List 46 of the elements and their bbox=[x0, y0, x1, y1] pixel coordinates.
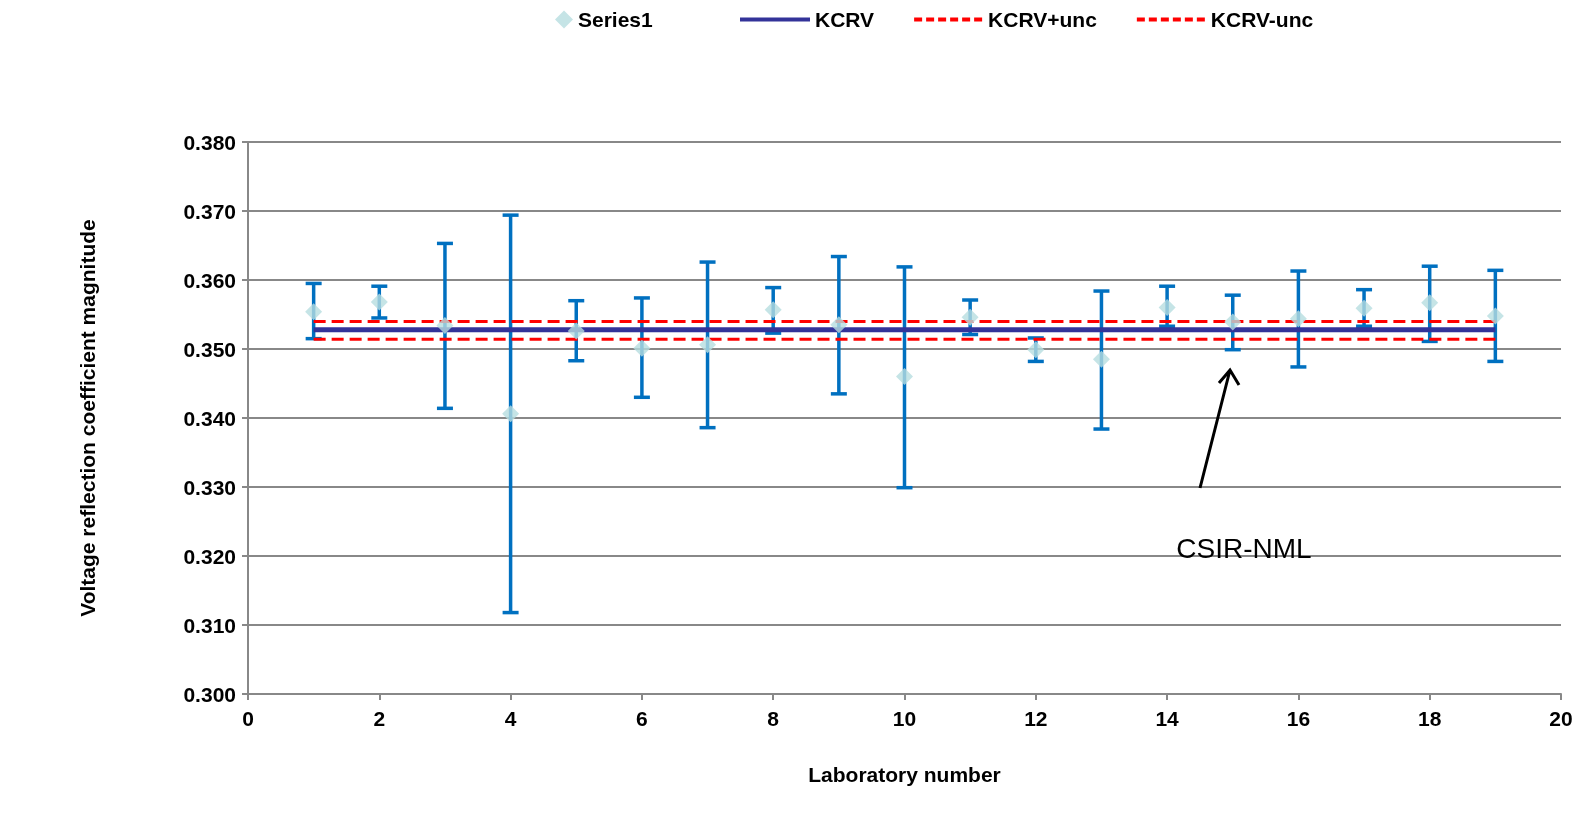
legend-label: KCRV-unc bbox=[1210, 8, 1314, 31]
x-tick-label: 10 bbox=[892, 707, 917, 730]
x-tick-label: 14 bbox=[1155, 707, 1180, 730]
point bbox=[830, 316, 848, 334]
point bbox=[305, 303, 323, 321]
y-tick-label: 0.350 bbox=[183, 337, 236, 361]
point bbox=[1224, 313, 1242, 331]
point bbox=[1421, 294, 1439, 312]
y-tick-label: 0.330 bbox=[183, 475, 236, 499]
x-tick-label: 12 bbox=[1024, 707, 1048, 730]
point bbox=[370, 293, 388, 311]
x-tick-label: 8 bbox=[767, 707, 780, 730]
legend-label: KCRV+unc bbox=[988, 8, 1098, 31]
point bbox=[764, 301, 782, 319]
y-axis-title: Voltage reflection coefficient magnitude bbox=[76, 219, 99, 617]
x-tick-label: 0 bbox=[242, 707, 254, 730]
point bbox=[436, 317, 454, 335]
y-tick-label: 0.380 bbox=[183, 130, 236, 154]
point bbox=[699, 336, 717, 354]
x-tick-label: 6 bbox=[636, 707, 648, 730]
annotation: CSIR-NML bbox=[1176, 533, 1312, 564]
point bbox=[1486, 307, 1504, 325]
point bbox=[1355, 299, 1373, 317]
point bbox=[567, 322, 585, 340]
point bbox=[633, 339, 651, 357]
y-tick-label: 0.360 bbox=[183, 268, 236, 292]
y-tick-label: 0.310 bbox=[183, 613, 236, 637]
point bbox=[502, 405, 520, 423]
x-tick-label: 2 bbox=[373, 707, 386, 730]
x-tick-label: 18 bbox=[1418, 707, 1442, 730]
y-tick-label: 0.340 bbox=[183, 406, 236, 430]
point bbox=[1289, 310, 1307, 328]
x-tick-label: 4 bbox=[504, 707, 517, 730]
point bbox=[1092, 350, 1110, 368]
legend-label: KCRV bbox=[815, 8, 875, 31]
x-tick-label: 16 bbox=[1286, 707, 1311, 730]
x-axis-title: Laboratory number bbox=[808, 763, 1001, 786]
point bbox=[1158, 299, 1176, 317]
point bbox=[896, 368, 913, 386]
point bbox=[1027, 341, 1045, 359]
point bbox=[961, 308, 979, 326]
y-tick-label: 0.370 bbox=[183, 199, 236, 223]
y-tick-label: 0.300 bbox=[183, 682, 236, 706]
y-tick-label: 0.320 bbox=[183, 544, 236, 568]
legend-label: Series1 bbox=[578, 8, 654, 31]
x-tick-label: 20 bbox=[1549, 707, 1573, 730]
